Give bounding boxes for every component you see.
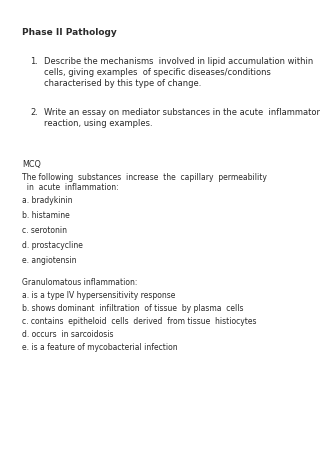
Text: a. bradykinin: a. bradykinin	[22, 196, 73, 205]
Text: Describe the mechanisms  involved in lipid accumulation within: Describe the mechanisms involved in lipi…	[44, 57, 313, 66]
Text: in  acute  inflammation:: in acute inflammation:	[22, 183, 119, 192]
Text: e. angiotensin: e. angiotensin	[22, 256, 76, 265]
Text: e. is a feature of mycobacterial infection: e. is a feature of mycobacterial infecti…	[22, 343, 178, 352]
Text: reaction, using examples.: reaction, using examples.	[44, 119, 153, 128]
Text: Granulomatous inflammation:: Granulomatous inflammation:	[22, 278, 137, 287]
Text: 1.: 1.	[30, 57, 38, 66]
Text: Write an essay on mediator substances in the acute  inflammatory: Write an essay on mediator substances in…	[44, 108, 320, 117]
Text: c. contains  epitheloid  cells  derived  from tissue  histiocytes: c. contains epitheloid cells derived fro…	[22, 317, 257, 326]
Text: characterised by this type of change.: characterised by this type of change.	[44, 79, 201, 88]
Text: d. prostacycline: d. prostacycline	[22, 241, 83, 250]
Text: cells, giving examples  of specific diseases/conditions: cells, giving examples of specific disea…	[44, 68, 271, 77]
Text: MCQ: MCQ	[22, 160, 41, 169]
Text: Phase II Pathology: Phase II Pathology	[22, 28, 117, 37]
Text: The following  substances  increase  the  capillary  permeability: The following substances increase the ca…	[22, 173, 267, 182]
Text: a. is a type IV hypersensitivity response: a. is a type IV hypersensitivity respons…	[22, 291, 175, 300]
Text: b. histamine: b. histamine	[22, 211, 70, 220]
Text: b. shows dominant  infiltration  of tissue  by plasma  cells: b. shows dominant infiltration of tissue…	[22, 304, 244, 313]
Text: 2.: 2.	[30, 108, 38, 117]
Text: c. serotonin: c. serotonin	[22, 226, 67, 235]
Text: d. occurs  in sarcoidosis: d. occurs in sarcoidosis	[22, 330, 114, 339]
